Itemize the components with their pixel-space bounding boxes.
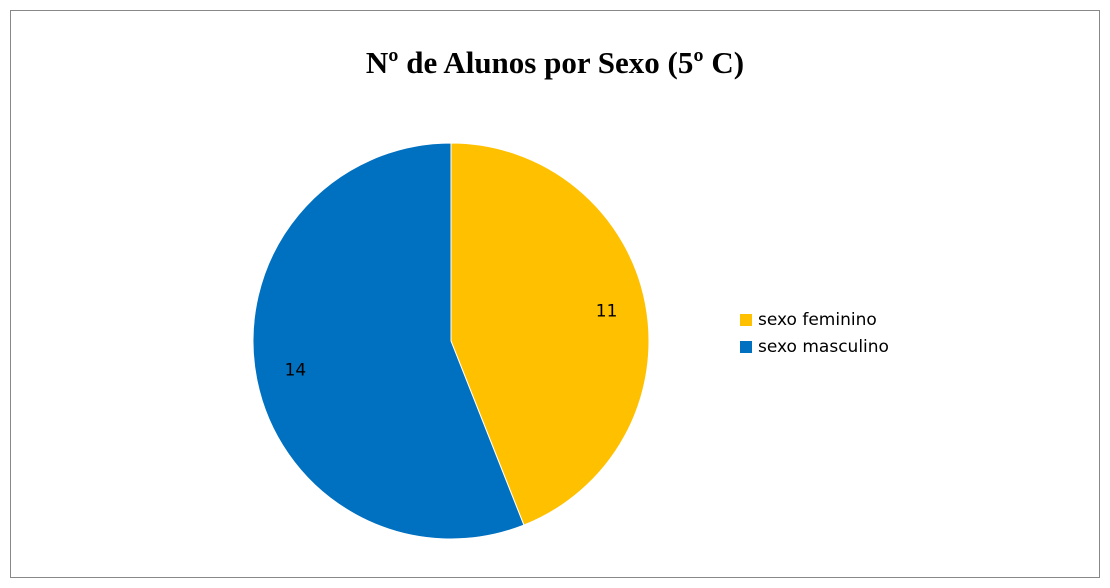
chart-title: Nº de Alunos por Sexo (5º C): [366, 45, 744, 80]
legend-label: sexo feminino: [758, 310, 877, 330]
legend-label: sexo masculino: [758, 337, 889, 357]
pie-slice: [450, 142, 650, 526]
data-label: 11: [596, 301, 618, 321]
pie-slice: [252, 142, 525, 540]
data-label: 14: [285, 361, 307, 381]
legend-swatch: [740, 341, 752, 353]
legend-swatch: [740, 314, 752, 326]
